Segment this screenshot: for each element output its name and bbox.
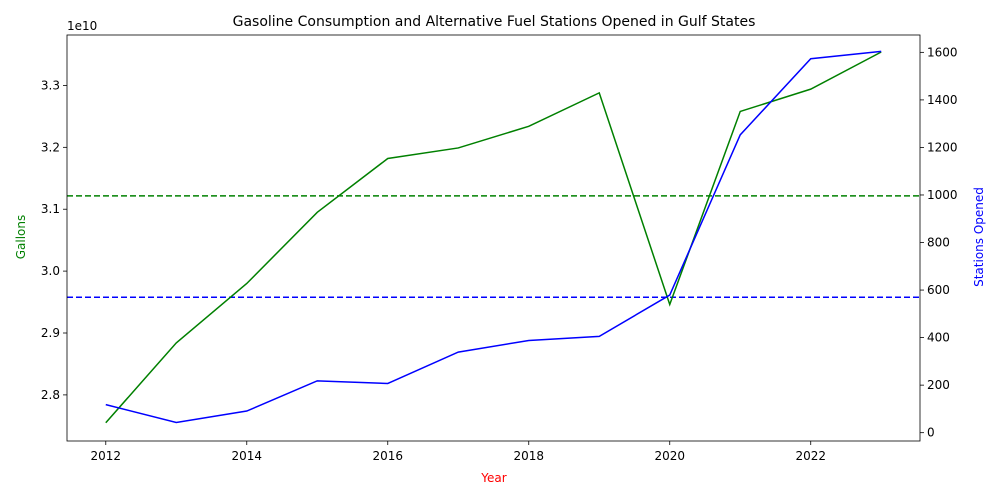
plot-frame	[66, 34, 921, 442]
right-y-tick-label: 800	[927, 236, 950, 250]
right-y-tick-label: 1600	[927, 45, 958, 59]
x-tick-label: 2018	[513, 449, 544, 463]
left-y-axis-exponent-label: 1e10	[67, 19, 97, 33]
right-y-tick-label: 200	[927, 378, 950, 392]
left-y-tick-label: 3.1	[41, 202, 60, 216]
left-y-axis-label: Gallons	[14, 215, 28, 260]
plot-area	[66, 34, 921, 442]
series-line-left	[105, 51, 882, 424]
axis-ticks: 2012 2014 2016 2018 2020 2022 2.8 2.9 3.0 3.1 3.2 3…	[41, 45, 958, 463]
right-y-axis-label: Stations Opened	[972, 187, 986, 287]
x-tick-label: 2016	[372, 449, 403, 463]
right-y-tick-label: 400	[927, 331, 950, 345]
left-y-tick-label: 2.8	[41, 388, 60, 402]
series-line-right	[105, 50, 882, 424]
left-y-tick-label: 3.3	[41, 78, 60, 92]
right-y-tick-label: 600	[927, 283, 950, 297]
x-axis-label: Year	[480, 471, 506, 485]
left-y-tick-label: 3.2	[41, 140, 60, 154]
right-y-tick-label: 0	[927, 426, 935, 440]
right-y-tick-label: 1200	[927, 140, 958, 154]
x-tick-label: 2022	[795, 449, 826, 463]
chart-title: Gasoline Consumption and Alternative Fue…	[233, 14, 756, 30]
x-tick-label: 2012	[90, 449, 121, 463]
right-y-tick-label: 1000	[927, 188, 958, 202]
left-y-tick-label: 2.9	[41, 326, 60, 340]
x-tick-label: 2020	[654, 449, 685, 463]
left-y-tick-label: 3.0	[41, 264, 60, 278]
right-y-tick-label: 1400	[927, 93, 958, 107]
x-tick-label: 2014	[231, 449, 262, 463]
